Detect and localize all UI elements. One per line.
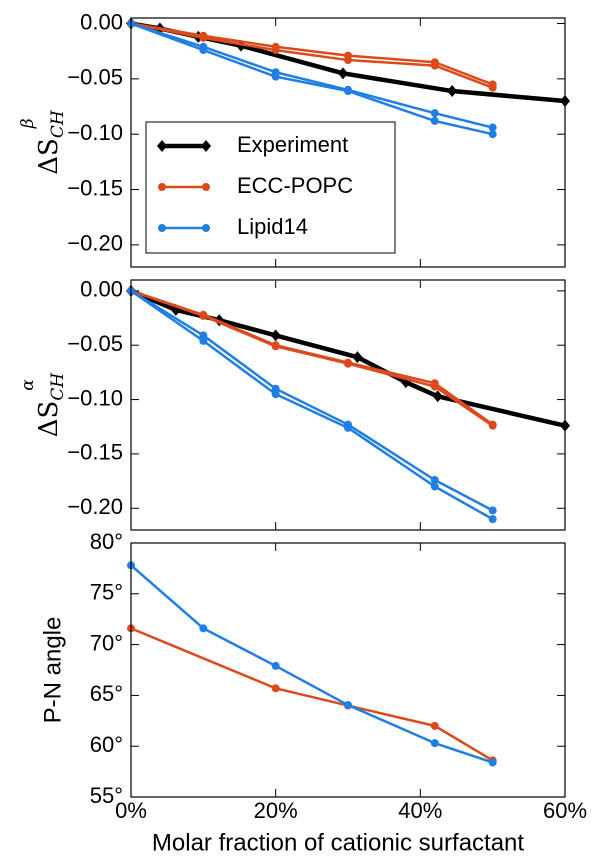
plot-area bbox=[127, 561, 497, 767]
legend-label: Lipid14 bbox=[237, 214, 308, 239]
marker bbox=[447, 85, 458, 98]
series-line bbox=[130, 22, 494, 86]
plot-area bbox=[126, 284, 570, 524]
y-axis-label-part: ΔS bbox=[34, 401, 64, 438]
marker bbox=[488, 515, 497, 524]
marker bbox=[344, 56, 352, 65]
y-tick-label: 75° bbox=[90, 580, 123, 605]
marker bbox=[488, 123, 497, 132]
marker bbox=[270, 329, 281, 342]
series-line bbox=[130, 564, 494, 764]
y-tick-label: 70° bbox=[90, 630, 123, 655]
legend-label: Experiment bbox=[237, 132, 348, 157]
marker bbox=[430, 109, 439, 118]
y-axis-label: ΔSCH α bbox=[18, 372, 68, 438]
marker bbox=[199, 624, 208, 633]
marker bbox=[199, 336, 208, 345]
series-line bbox=[130, 22, 493, 136]
marker bbox=[199, 311, 208, 320]
y-tick-label: 55° bbox=[90, 783, 123, 808]
y-tick-label: −0.15 bbox=[67, 175, 123, 200]
marker bbox=[430, 721, 439, 730]
marker bbox=[430, 482, 439, 491]
y-tick-label: −0.15 bbox=[67, 440, 123, 465]
y-axis-label: ΔSCH β bbox=[18, 109, 68, 175]
y-tick-label: 0.00 bbox=[80, 9, 123, 34]
y-tick-label: −0.20 bbox=[67, 231, 123, 256]
series-line bbox=[130, 627, 494, 762]
marker bbox=[271, 342, 280, 351]
marker bbox=[488, 130, 497, 139]
plot-area bbox=[126, 17, 570, 139]
x-tick-label: 40% bbox=[398, 798, 442, 823]
legend-marker bbox=[158, 183, 166, 191]
series-line bbox=[130, 289, 494, 427]
x-tick-label: 60% bbox=[543, 798, 587, 823]
marker bbox=[352, 351, 363, 364]
marker bbox=[430, 116, 439, 125]
y-tick-label: 80° bbox=[90, 529, 123, 554]
marker bbox=[199, 33, 208, 42]
marker bbox=[271, 46, 280, 55]
marker bbox=[488, 421, 497, 430]
y-tick-label: −0.05 bbox=[67, 331, 123, 356]
axes-frame bbox=[130, 279, 566, 531]
y-axis-label: P-N angle bbox=[39, 617, 66, 724]
y-tick-label: −0.10 bbox=[67, 385, 123, 410]
y-tick-label: −0.10 bbox=[67, 120, 123, 145]
axes-frame bbox=[130, 17, 566, 268]
legend-marker bbox=[157, 140, 167, 152]
y-tick-label: 65° bbox=[90, 681, 123, 706]
marker bbox=[430, 61, 439, 70]
marker bbox=[271, 390, 280, 399]
marker bbox=[344, 701, 352, 710]
x-axis-label: Molar fraction of cationic surfactant bbox=[152, 829, 524, 856]
marker bbox=[488, 83, 497, 92]
y-tick-label: −0.20 bbox=[67, 494, 123, 519]
y-axis-label-part: α bbox=[18, 379, 38, 391]
marker bbox=[432, 390, 443, 403]
legend-marker bbox=[202, 183, 210, 191]
legend-label: ECC-POPC bbox=[237, 173, 353, 198]
marker bbox=[488, 758, 497, 767]
axes-frame bbox=[130, 542, 566, 798]
marker bbox=[430, 739, 439, 748]
y-axis-label-part: ΔS bbox=[34, 138, 64, 175]
marker bbox=[344, 423, 352, 432]
legend-marker bbox=[158, 224, 166, 232]
marker bbox=[271, 661, 280, 670]
marker bbox=[199, 46, 208, 55]
y-tick-label: 0.00 bbox=[80, 277, 123, 302]
x-tick-label: 20% bbox=[254, 798, 298, 823]
marker bbox=[271, 684, 280, 693]
y-tick-label: −0.05 bbox=[67, 65, 123, 90]
marker bbox=[430, 382, 439, 391]
x-tick-label: 0% bbox=[115, 798, 147, 823]
marker bbox=[344, 359, 352, 368]
series-line bbox=[130, 22, 493, 129]
marker bbox=[430, 476, 439, 484]
series-line bbox=[130, 289, 494, 521]
marker bbox=[488, 506, 497, 515]
y-tick-label: 60° bbox=[90, 732, 123, 757]
marker bbox=[337, 67, 348, 80]
legend-marker bbox=[201, 140, 211, 152]
legend-marker bbox=[202, 224, 210, 232]
marker bbox=[271, 72, 280, 81]
y-axis-label-part: CH bbox=[48, 109, 68, 138]
y-axis-label-part: β bbox=[18, 118, 38, 129]
series-line bbox=[130, 288, 566, 428]
marker bbox=[344, 87, 352, 96]
series-line bbox=[130, 289, 494, 512]
y-axis-label-part: CH bbox=[48, 372, 68, 401]
series-line bbox=[130, 22, 494, 89]
